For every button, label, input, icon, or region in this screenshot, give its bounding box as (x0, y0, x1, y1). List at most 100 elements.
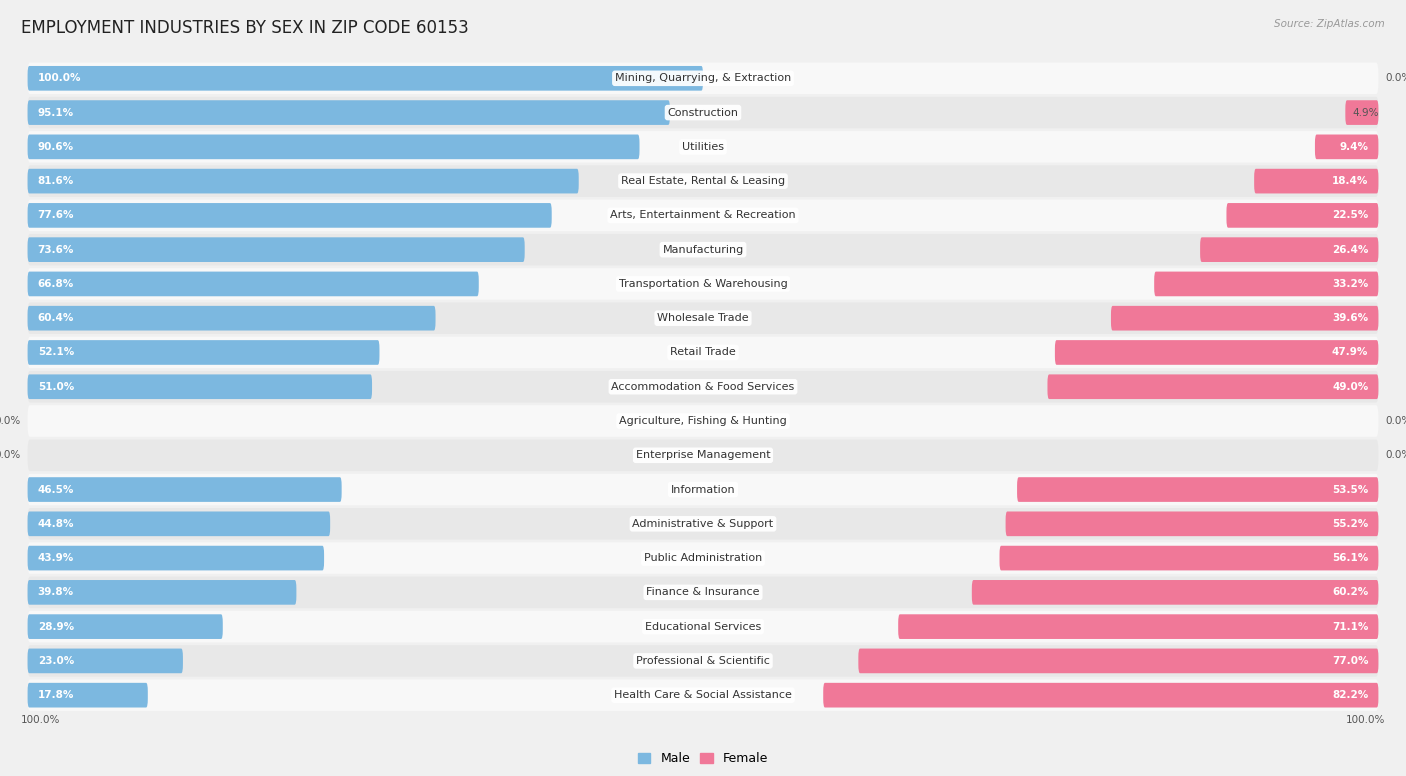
Text: 39.8%: 39.8% (38, 587, 75, 598)
Text: 0.0%: 0.0% (1385, 450, 1406, 460)
Text: Professional & Scientific: Professional & Scientific (636, 656, 770, 666)
FancyBboxPatch shape (28, 100, 669, 125)
Text: 22.5%: 22.5% (1331, 210, 1368, 220)
FancyBboxPatch shape (28, 272, 479, 296)
FancyBboxPatch shape (28, 405, 1378, 437)
Text: Health Care & Social Assistance: Health Care & Social Assistance (614, 690, 792, 700)
FancyBboxPatch shape (28, 169, 579, 193)
Text: 82.2%: 82.2% (1331, 690, 1368, 700)
Text: 81.6%: 81.6% (38, 176, 75, 186)
FancyBboxPatch shape (28, 340, 380, 365)
Text: 49.0%: 49.0% (1331, 382, 1368, 392)
FancyBboxPatch shape (28, 97, 1378, 128)
FancyBboxPatch shape (28, 306, 436, 331)
Text: 23.0%: 23.0% (38, 656, 75, 666)
FancyBboxPatch shape (858, 649, 1378, 674)
Text: 43.9%: 43.9% (38, 553, 75, 563)
FancyBboxPatch shape (28, 303, 1378, 334)
FancyBboxPatch shape (28, 234, 1378, 265)
Text: Utilities: Utilities (682, 142, 724, 152)
Text: 46.5%: 46.5% (38, 484, 75, 494)
Text: Wholesale Trade: Wholesale Trade (657, 314, 749, 323)
Text: Transportation & Warehousing: Transportation & Warehousing (619, 279, 787, 289)
Text: 47.9%: 47.9% (1331, 348, 1368, 358)
Text: Source: ZipAtlas.com: Source: ZipAtlas.com (1274, 19, 1385, 29)
Text: 73.6%: 73.6% (38, 244, 75, 255)
FancyBboxPatch shape (28, 546, 323, 570)
FancyBboxPatch shape (28, 683, 148, 708)
FancyBboxPatch shape (1346, 100, 1378, 125)
FancyBboxPatch shape (972, 580, 1378, 605)
Text: Retail Trade: Retail Trade (671, 348, 735, 358)
Text: Construction: Construction (668, 108, 738, 118)
FancyBboxPatch shape (28, 645, 1378, 677)
Text: Arts, Entertainment & Recreation: Arts, Entertainment & Recreation (610, 210, 796, 220)
FancyBboxPatch shape (28, 63, 1378, 94)
FancyBboxPatch shape (28, 337, 1378, 369)
Text: Finance & Insurance: Finance & Insurance (647, 587, 759, 598)
FancyBboxPatch shape (28, 165, 1378, 197)
FancyBboxPatch shape (28, 680, 1378, 711)
Text: 71.1%: 71.1% (1331, 622, 1368, 632)
Text: 18.4%: 18.4% (1331, 176, 1368, 186)
Text: 60.2%: 60.2% (1331, 587, 1368, 598)
FancyBboxPatch shape (28, 474, 1378, 505)
FancyBboxPatch shape (1005, 511, 1378, 536)
Text: Educational Services: Educational Services (645, 622, 761, 632)
FancyBboxPatch shape (1201, 237, 1378, 262)
FancyBboxPatch shape (1017, 477, 1378, 502)
FancyBboxPatch shape (28, 439, 1378, 471)
Text: 9.4%: 9.4% (1340, 142, 1368, 152)
Text: 17.8%: 17.8% (38, 690, 75, 700)
Text: 66.8%: 66.8% (38, 279, 75, 289)
Text: Administrative & Support: Administrative & Support (633, 519, 773, 528)
FancyBboxPatch shape (28, 66, 703, 91)
Text: 28.9%: 28.9% (38, 622, 75, 632)
FancyBboxPatch shape (28, 131, 1378, 163)
Text: 100.0%: 100.0% (21, 715, 60, 725)
Text: 4.9%: 4.9% (1353, 108, 1379, 118)
Text: Agriculture, Fishing & Hunting: Agriculture, Fishing & Hunting (619, 416, 787, 426)
Text: 53.5%: 53.5% (1331, 484, 1368, 494)
FancyBboxPatch shape (28, 374, 373, 399)
Legend: Male, Female: Male, Female (633, 747, 773, 771)
FancyBboxPatch shape (1254, 169, 1378, 193)
FancyBboxPatch shape (28, 477, 342, 502)
FancyBboxPatch shape (28, 371, 1378, 403)
FancyBboxPatch shape (824, 683, 1378, 708)
FancyBboxPatch shape (28, 580, 297, 605)
Text: 26.4%: 26.4% (1331, 244, 1368, 255)
Text: Real Estate, Rental & Leasing: Real Estate, Rental & Leasing (621, 176, 785, 186)
FancyBboxPatch shape (28, 237, 524, 262)
Text: 39.6%: 39.6% (1331, 314, 1368, 323)
Text: 95.1%: 95.1% (38, 108, 75, 118)
Text: EMPLOYMENT INDUSTRIES BY SEX IN ZIP CODE 60153: EMPLOYMENT INDUSTRIES BY SEX IN ZIP CODE… (21, 19, 468, 37)
FancyBboxPatch shape (28, 508, 1378, 539)
Text: 0.0%: 0.0% (1385, 416, 1406, 426)
Text: 90.6%: 90.6% (38, 142, 75, 152)
FancyBboxPatch shape (1226, 203, 1378, 227)
FancyBboxPatch shape (898, 615, 1378, 639)
Text: 52.1%: 52.1% (38, 348, 75, 358)
Text: 60.4%: 60.4% (38, 314, 75, 323)
Text: 77.0%: 77.0% (1331, 656, 1368, 666)
FancyBboxPatch shape (28, 268, 1378, 300)
Text: Information: Information (671, 484, 735, 494)
Text: 77.6%: 77.6% (38, 210, 75, 220)
FancyBboxPatch shape (1054, 340, 1378, 365)
FancyBboxPatch shape (1000, 546, 1378, 570)
Text: Public Administration: Public Administration (644, 553, 762, 563)
Text: 55.2%: 55.2% (1331, 519, 1368, 528)
FancyBboxPatch shape (28, 199, 1378, 231)
FancyBboxPatch shape (1047, 374, 1378, 399)
Text: Enterprise Management: Enterprise Management (636, 450, 770, 460)
Text: Manufacturing: Manufacturing (662, 244, 744, 255)
Text: 44.8%: 44.8% (38, 519, 75, 528)
Text: Accommodation & Food Services: Accommodation & Food Services (612, 382, 794, 392)
FancyBboxPatch shape (28, 611, 1378, 643)
Text: 33.2%: 33.2% (1331, 279, 1368, 289)
Text: 56.1%: 56.1% (1331, 553, 1368, 563)
FancyBboxPatch shape (28, 577, 1378, 608)
FancyBboxPatch shape (28, 511, 330, 536)
FancyBboxPatch shape (1111, 306, 1378, 331)
